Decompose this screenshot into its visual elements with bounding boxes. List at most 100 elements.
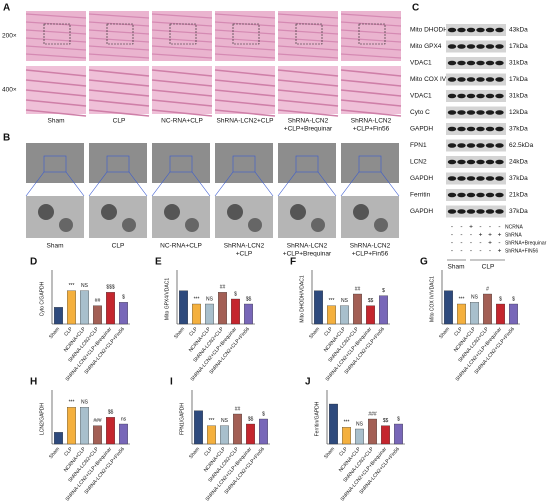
blot-band xyxy=(457,93,466,99)
bar xyxy=(207,425,216,445)
tem-image xyxy=(26,196,84,238)
tem-image xyxy=(215,143,273,183)
blot-band xyxy=(457,44,466,49)
blot-band xyxy=(447,93,457,99)
blot-band xyxy=(447,110,457,115)
treatment-sign: - xyxy=(479,248,481,255)
blot-strip xyxy=(446,189,506,201)
blot-strip xyxy=(446,40,506,53)
group-label: +CLP+Fin56 xyxy=(353,126,390,133)
tissue-fiber xyxy=(25,69,87,77)
tem-image xyxy=(89,196,147,238)
blot-label: Mito COX IV xyxy=(410,76,447,83)
tissue-fiber xyxy=(214,79,276,87)
bar xyxy=(54,307,63,325)
significance-label: *** xyxy=(329,298,335,304)
bar xyxy=(366,305,375,325)
blot-size: 31kDa xyxy=(509,93,528,100)
blot-band xyxy=(485,126,495,132)
x-tick-label: Sham xyxy=(323,446,336,460)
tissue-fiber xyxy=(214,45,276,51)
y-axis-label: Mito GPX4/VDAC1 xyxy=(164,278,170,320)
treatment-sign: - xyxy=(479,224,481,231)
bar xyxy=(340,305,349,325)
x-tick-label: CLP xyxy=(203,446,214,458)
tissue-fiber xyxy=(25,99,87,107)
zoom-connector xyxy=(25,171,45,197)
treatment-sign: - xyxy=(460,224,462,231)
significance-label: $ xyxy=(499,296,502,302)
zoom-connector xyxy=(65,171,85,197)
tissue-fiber xyxy=(88,79,150,87)
zoom-connector xyxy=(88,171,108,197)
blot-band xyxy=(476,27,485,33)
bar xyxy=(67,290,76,325)
blot-band xyxy=(485,27,495,33)
zoom-box xyxy=(169,23,197,45)
blot-band xyxy=(457,143,466,148)
blot-size: 62.5kDa xyxy=(509,142,534,149)
blot-label: GAPDH xyxy=(410,175,433,182)
significance-label: $$$ xyxy=(106,285,115,291)
tissue-fiber xyxy=(340,53,402,59)
treatment-sign: - xyxy=(498,224,500,231)
tissue-fiber xyxy=(88,69,150,77)
blot-band xyxy=(447,176,457,181)
zoom-connector xyxy=(340,171,360,197)
blot-label: Cyto C xyxy=(410,109,430,116)
histology-image xyxy=(152,11,212,61)
blot-band xyxy=(485,159,495,165)
blot-band xyxy=(466,192,476,198)
significance-label: $ xyxy=(512,296,515,302)
mitochondrion xyxy=(122,218,136,232)
panel-letter: J xyxy=(305,377,311,388)
zoom-connector xyxy=(128,171,148,197)
blot-band xyxy=(485,176,495,181)
blot-band xyxy=(466,93,476,99)
bar xyxy=(259,418,268,445)
bar xyxy=(379,295,388,325)
blot-band xyxy=(476,110,485,115)
y-axis-label: FPN1/GAPDH xyxy=(179,403,185,435)
bar xyxy=(355,428,364,445)
blot-band xyxy=(495,60,504,66)
tissue-fiber xyxy=(88,53,150,59)
treatment-sign: - xyxy=(498,240,500,247)
blot-band xyxy=(457,27,466,33)
significance-label: *** xyxy=(209,418,215,424)
zoom-box xyxy=(295,155,319,173)
bar xyxy=(381,425,390,445)
panel-letter: B xyxy=(3,133,10,144)
blot-strip xyxy=(446,90,506,102)
tissue-fiber xyxy=(25,79,87,87)
tissue-fiber xyxy=(340,99,402,107)
y-axis-label: Mito COX IV/VDAC1 xyxy=(429,276,435,322)
treatment-sign: - xyxy=(479,240,481,247)
blot-strip xyxy=(446,205,506,218)
histology-image xyxy=(341,66,401,114)
treatment-sign: - xyxy=(451,240,453,247)
bar xyxy=(119,423,128,445)
blot-band xyxy=(476,143,485,148)
significance-label: ## xyxy=(355,286,361,292)
blot-band xyxy=(466,110,476,115)
bar xyxy=(106,417,115,445)
significance-label: NS xyxy=(341,298,349,304)
x-tick-label: Sham xyxy=(188,446,201,460)
treatment-sign: - xyxy=(451,224,453,231)
group-label: +CLP+Brequinar xyxy=(284,126,333,133)
treatment-label: ShRNA+FIN56 xyxy=(505,248,538,254)
blot-size: 31kDa xyxy=(509,60,528,67)
tissue-fiber xyxy=(340,29,402,35)
tissue-fiber xyxy=(214,99,276,107)
tissue-fiber xyxy=(151,99,213,107)
histology-image xyxy=(341,11,401,61)
bar xyxy=(368,418,377,445)
group-label: +CLP+Brequinar xyxy=(283,251,332,258)
tissue-fiber xyxy=(151,79,213,87)
significance-label: $ xyxy=(397,416,400,422)
tem-image xyxy=(278,143,336,183)
y-axis-label: Mito DHODH/VDAC1 xyxy=(299,275,305,322)
significance-label: $ xyxy=(382,288,385,294)
treatment-label: ShRNA+Brequinar xyxy=(505,240,547,246)
